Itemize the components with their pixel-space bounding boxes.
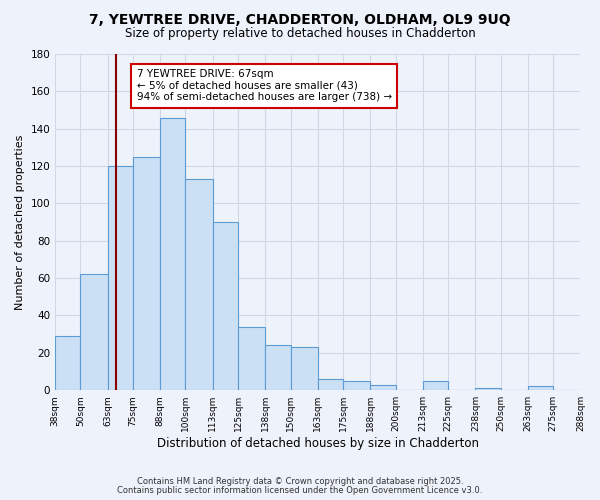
Text: Contains public sector information licensed under the Open Government Licence v3: Contains public sector information licen… — [118, 486, 482, 495]
Bar — [213, 222, 238, 390]
Bar — [318, 379, 343, 390]
Y-axis label: Number of detached properties: Number of detached properties — [15, 134, 25, 310]
Bar — [290, 347, 318, 390]
Text: 7 YEWTREE DRIVE: 67sqm
← 5% of detached houses are smaller (43)
94% of semi-deta: 7 YEWTREE DRIVE: 67sqm ← 5% of detached … — [137, 69, 392, 102]
X-axis label: Distribution of detached houses by size in Chadderton: Distribution of detached houses by size … — [157, 437, 479, 450]
Text: 7, YEWTREE DRIVE, CHADDERTON, OLDHAM, OL9 9UQ: 7, YEWTREE DRIVE, CHADDERTON, OLDHAM, OL… — [89, 12, 511, 26]
Text: Contains HM Land Registry data © Crown copyright and database right 2025.: Contains HM Land Registry data © Crown c… — [137, 477, 463, 486]
Bar — [133, 156, 160, 390]
Bar — [343, 381, 370, 390]
Bar — [55, 336, 80, 390]
Bar — [108, 166, 133, 390]
Bar — [265, 346, 290, 390]
Bar — [475, 388, 500, 390]
Bar — [80, 274, 108, 390]
Bar — [423, 381, 448, 390]
Bar — [185, 179, 213, 390]
Bar — [238, 326, 265, 390]
Bar — [370, 384, 395, 390]
Bar — [160, 118, 185, 390]
Bar — [528, 386, 553, 390]
Text: Size of property relative to detached houses in Chadderton: Size of property relative to detached ho… — [125, 28, 475, 40]
